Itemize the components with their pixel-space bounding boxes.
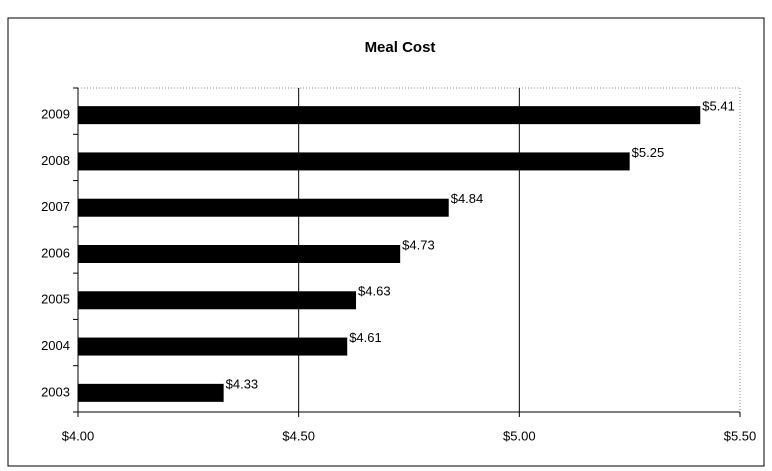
data-label: $5.41 — [702, 99, 735, 114]
bar — [78, 198, 449, 217]
bar — [78, 337, 348, 356]
bar — [78, 106, 701, 125]
y-tick-label: 2008 — [41, 153, 70, 168]
data-label: $4.63 — [358, 284, 391, 299]
bar — [78, 291, 357, 310]
x-tick-label: $4.00 — [62, 428, 95, 443]
y-tick-label: 2009 — [41, 107, 70, 122]
y-tick-label: 2005 — [41, 292, 70, 307]
y-tick-label: 2006 — [41, 245, 70, 260]
bar — [78, 383, 224, 402]
bar — [78, 245, 401, 263]
y-tick-label: 2004 — [41, 338, 70, 353]
y-tick-label: 2007 — [41, 199, 70, 214]
data-label: $4.61 — [349, 330, 382, 345]
data-label: $4.33 — [226, 376, 259, 391]
x-tick-label: $4.50 — [282, 428, 315, 443]
data-label: $4.84 — [451, 191, 484, 206]
bar — [78, 152, 630, 171]
y-tick-label: 2003 — [41, 384, 70, 399]
data-label: $5.25 — [632, 145, 665, 160]
x-tick-label: $5.50 — [724, 428, 757, 443]
data-label: $4.73 — [402, 237, 435, 252]
x-tick-label: $5.00 — [503, 428, 536, 443]
chart-title: Meal Cost — [365, 39, 436, 56]
